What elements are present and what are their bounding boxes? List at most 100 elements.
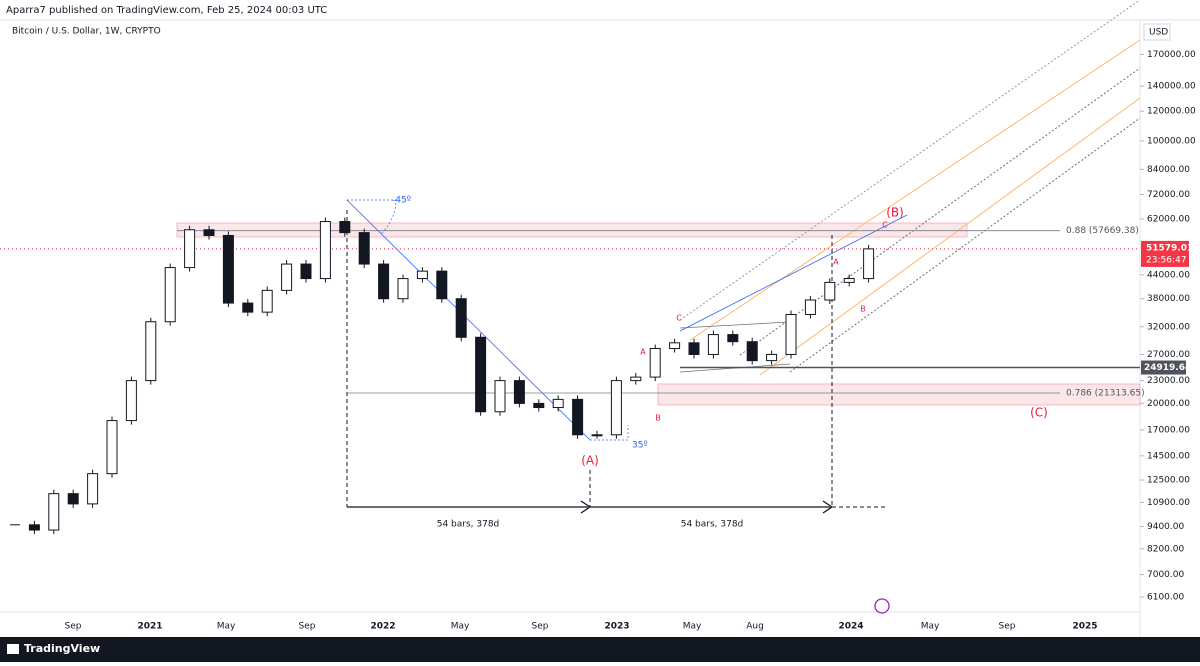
resistance-zone	[176, 222, 968, 238]
angle-arc	[347, 199, 397, 235]
candle	[727, 334, 739, 343]
candle	[824, 281, 836, 301]
y-tick-label: 8200.00	[1147, 544, 1184, 554]
candle	[436, 270, 448, 300]
y-tick-label: 62000.00	[1147, 214, 1190, 224]
candle	[591, 434, 603, 437]
candle	[475, 336, 487, 413]
y-tick-label: 9400.00	[1147, 522, 1184, 532]
channel-line	[789, 117, 1141, 373]
level-tag	[1141, 360, 1186, 375]
price-axis: 170000.00 140000.00 120000.00 100000.00 8400…	[1140, 50, 1196, 603]
currency: USD	[1149, 28, 1168, 38]
x-tick-label: May	[921, 622, 940, 632]
y-tick-label: 6100.00	[1147, 593, 1184, 603]
y-tick-label: 7000.00	[1147, 570, 1184, 580]
candle	[513, 380, 525, 404]
x-tick-label: May	[683, 622, 702, 632]
candle	[688, 342, 700, 355]
candle	[67, 493, 79, 505]
candle	[766, 353, 778, 362]
decline-line	[346, 199, 591, 441]
currency-box[interactable]	[1143, 23, 1171, 41]
candle	[416, 270, 428, 280]
candle	[785, 313, 797, 355]
candle	[242, 302, 254, 313]
candle	[533, 402, 545, 409]
x-tick-label: 2023	[604, 622, 629, 632]
event-icon[interactable]	[874, 598, 890, 614]
x-tick-label: 2022	[370, 622, 395, 632]
y-tick-label: 27000.00	[1147, 350, 1190, 360]
y-tick-label: 14500.00	[1147, 451, 1190, 461]
candle	[222, 234, 234, 304]
price-tag	[1141, 240, 1189, 267]
channel-line	[759, 97, 1141, 376]
x-tick-label: 2024	[838, 622, 863, 632]
wave-label: (B)	[886, 206, 904, 220]
y-tick-label: 38000.00	[1147, 294, 1190, 304]
x-tick-label: May	[451, 622, 470, 632]
y-tick-label: 20000.00	[1147, 399, 1190, 409]
x-tick-label: Sep	[299, 622, 316, 632]
y-tick-label: 170000.00	[1147, 50, 1196, 60]
subwave-label: A	[833, 258, 839, 267]
candle	[28, 524, 40, 531]
channel-line	[679, 0, 1141, 321]
subwave-label: A	[640, 348, 646, 357]
level-price: 24919.64	[1144, 363, 1191, 373]
subwave-label: B	[655, 414, 661, 423]
candle	[397, 278, 409, 300]
candle	[125, 380, 137, 422]
publisher: Aparra7 published on TradingView.com, Fe…	[6, 5, 327, 16]
last-price: 51579.01	[1146, 243, 1193, 253]
x-tick-label: 2021	[137, 622, 162, 632]
candle	[707, 334, 719, 355]
support-zone	[657, 383, 1141, 406]
bar-count: 54 bars, 378d	[437, 520, 500, 530]
y-tick-label: 44000.00	[1147, 270, 1190, 280]
zones	[176, 222, 1141, 406]
brand: TradingView	[24, 642, 100, 655]
candle	[281, 263, 293, 291]
trend-line	[679, 214, 908, 332]
pitchfork	[679, 0, 1141, 376]
footer-bar	[0, 637, 1200, 662]
candle	[358, 232, 370, 265]
fib-label: 0.786 (21313.65)	[1066, 389, 1145, 399]
candle	[669, 342, 681, 350]
candle	[48, 493, 60, 531]
candle	[572, 398, 584, 436]
x-tick-label: Aug	[746, 622, 764, 632]
channel-line	[689, 39, 1141, 341]
x-tick-label: 2025	[1072, 622, 1097, 632]
x-tick-label: Sep	[65, 622, 82, 632]
candle	[145, 321, 157, 382]
y-tick-label: 10900.00	[1147, 498, 1190, 508]
candle	[630, 376, 642, 382]
candles	[10, 217, 875, 535]
triangle-line	[679, 321, 791, 329]
y-tick-label: 72000.00	[1147, 190, 1190, 200]
candle	[339, 221, 351, 234]
y-tick-label: 12500.00	[1147, 476, 1190, 486]
x-tick-label: Sep	[532, 622, 549, 632]
y-tick-label: 17000.00	[1147, 425, 1190, 435]
brand-logo	[7, 644, 19, 654]
bar-count: 54 bars, 378d	[681, 520, 744, 530]
candle	[552, 398, 564, 409]
candle	[203, 229, 215, 236]
candle	[106, 420, 118, 475]
wave-label: (A)	[581, 454, 599, 468]
candle	[746, 341, 758, 362]
candle	[649, 348, 661, 378]
y-tick-label: 140000.00	[1147, 82, 1196, 92]
fib-label: 0.88 (57669.38)	[1066, 226, 1139, 236]
candle	[319, 221, 331, 280]
candle	[184, 229, 196, 269]
candle	[843, 278, 855, 283]
candle	[494, 380, 506, 413]
candle	[804, 299, 816, 315]
